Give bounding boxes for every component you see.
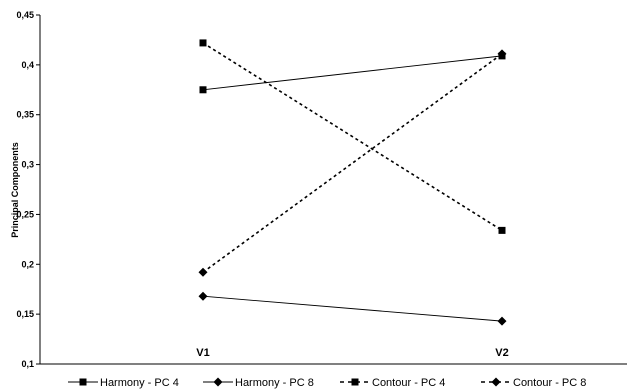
- legend-label: Contour - PC 8: [513, 377, 586, 389]
- data-point: [498, 226, 506, 234]
- series-3: [199, 39, 506, 234]
- data-point: [198, 291, 208, 301]
- legend-label: Harmony - PC 4: [100, 377, 179, 389]
- legend-item: Contour - PC 4: [340, 377, 445, 389]
- series-2: [198, 291, 507, 326]
- legend: Harmony - PC 4 Harmony - PC 8 Contour - PC…: [68, 377, 586, 389]
- series-line: [202, 55, 503, 91]
- legend-marker: [351, 378, 359, 386]
- series-4: [198, 49, 507, 277]
- y-tick-label: 0,3: [21, 160, 34, 170]
- legend-item: Contour - PC 8: [481, 377, 586, 389]
- y-axis: 0,1 0,15 0,2 0,25 0,3 0,35 0,4 0,45: [16, 10, 41, 369]
- legend-item: Harmony - PC 4: [68, 377, 179, 389]
- series-line: [202, 53, 503, 273]
- y-tick-label: 0,1: [21, 359, 34, 369]
- series-line: [202, 42, 503, 232]
- x-category-label: V1: [196, 347, 209, 359]
- data-point: [497, 316, 507, 326]
- y-tick-label: 0,25: [16, 209, 34, 219]
- legend-label: Contour - PC 4: [372, 377, 445, 389]
- data-point: [198, 267, 208, 277]
- y-tick-label: 0,4: [21, 60, 34, 70]
- x-category-label: V2: [495, 347, 508, 359]
- series-line: [202, 295, 503, 322]
- legend-label: Harmony - PC 8: [235, 377, 314, 389]
- y-tick-label: 0,15: [16, 309, 34, 319]
- legend-marker: [213, 377, 223, 387]
- y-axis-title: Principal Components: [10, 142, 20, 238]
- data-point: [199, 39, 207, 47]
- y-tick-label: 0,45: [16, 10, 34, 20]
- legend-marker: [491, 377, 501, 387]
- legend-item: Harmony - PC 8: [203, 377, 314, 389]
- y-tick-label: 0,2: [21, 259, 34, 269]
- x-axis: V1 V2: [40, 347, 627, 365]
- data-point: [497, 49, 507, 59]
- series-1: [199, 52, 506, 94]
- legend-marker: [79, 378, 87, 386]
- data-point: [199, 86, 207, 94]
- series-layer: [198, 39, 507, 326]
- y-tick-label: 0,35: [16, 110, 34, 120]
